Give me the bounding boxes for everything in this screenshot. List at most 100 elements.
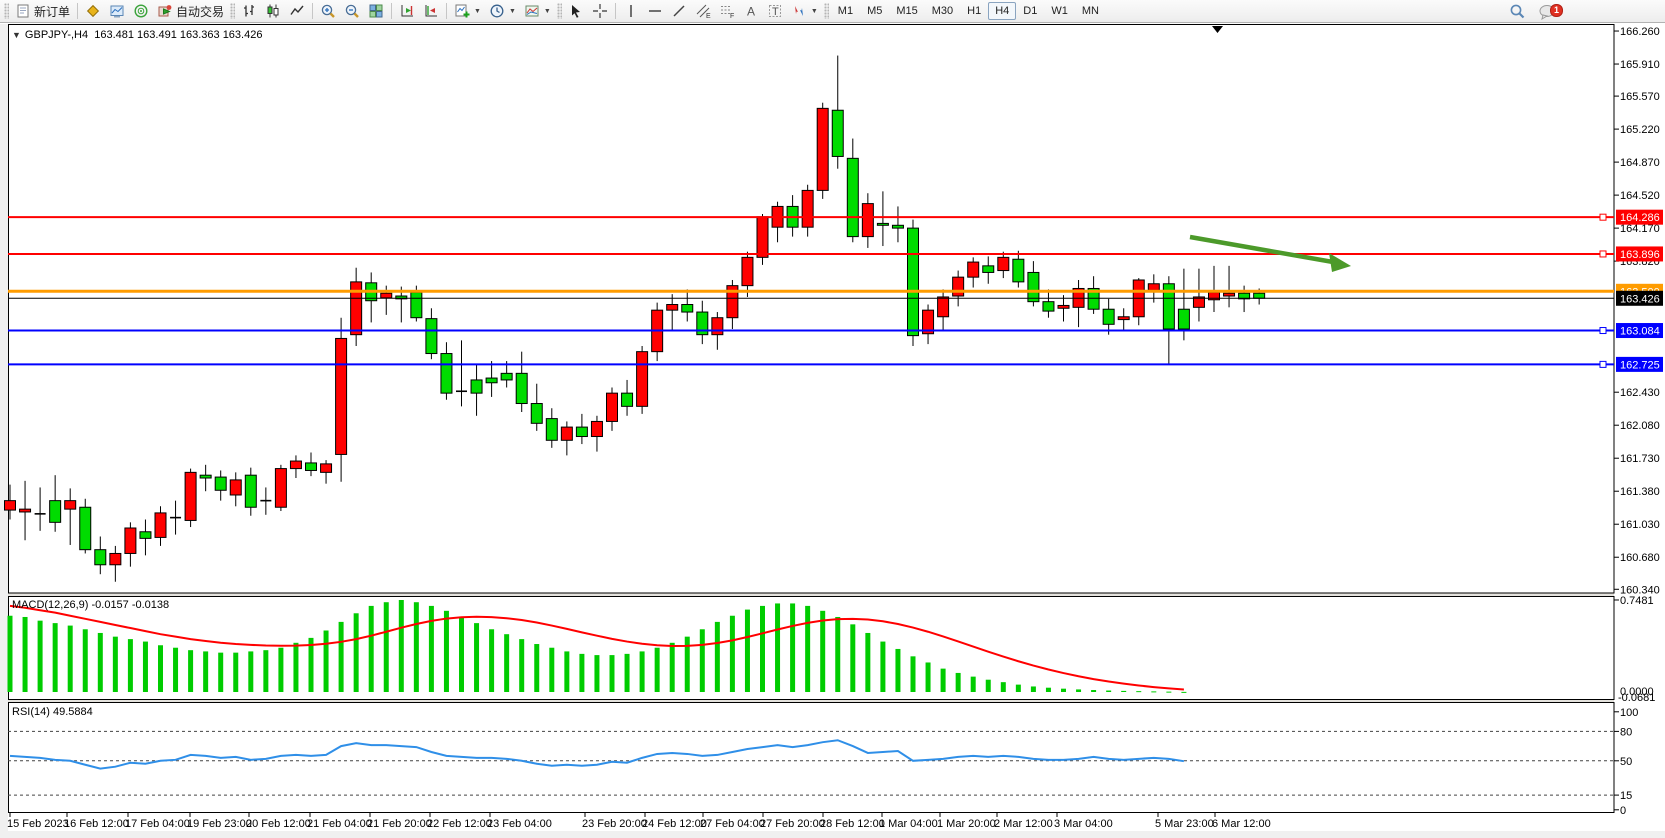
auto-trading-label: 自动交易 (176, 4, 225, 19)
horizontal-line-tool-button[interactable] (643, 1, 667, 21)
timeframe-h1[interactable]: H1 (967, 5, 982, 17)
line-chart-button[interactable] (285, 1, 309, 21)
candle-body (1253, 292, 1266, 299)
candle-body (19, 508, 32, 513)
macd-histogram-bar (443, 610, 449, 692)
crosshair-icon (592, 3, 608, 19)
macd-histogram-bar (263, 650, 269, 692)
toolbar-grip (4, 3, 9, 19)
tile-windows-button[interactable] (364, 1, 388, 21)
bar-chart-button[interactable] (237, 1, 261, 21)
date-tick-label: 21 Feb 20:00 (367, 818, 432, 830)
equidistant-channel-tool-button[interactable]: E (691, 1, 715, 21)
vertical-line-icon (623, 3, 639, 19)
new-chart-button[interactable] (81, 1, 105, 21)
macd-histogram-bar (22, 616, 28, 692)
candle-body (214, 476, 227, 491)
timeframe-mn[interactable]: MN (1081, 5, 1099, 17)
candle-body (606, 392, 618, 422)
candle-body (816, 107, 829, 191)
date-tick-label: 17 Feb 04:00 (125, 818, 190, 830)
scroll-to-end-marker (1212, 26, 1223, 33)
trendline-tool-button[interactable] (667, 1, 691, 21)
symbol-dropdown-icon[interactable]: ▼ (12, 30, 21, 40)
date-tick-label: 23 Feb 20:00 (582, 818, 647, 830)
chart-autoscroll-button[interactable] (419, 1, 443, 21)
vertical-line-tool-button[interactable] (619, 1, 643, 21)
zoom-in-button[interactable] (316, 1, 340, 21)
candle-body (515, 372, 528, 405)
timeframe-m1[interactable]: M1 (837, 5, 854, 17)
toolbar-grip (230, 3, 236, 19)
candle-body (244, 474, 257, 508)
new-chart-icon (85, 3, 101, 19)
price-tick-label: 161.030 (1620, 519, 1660, 531)
cursor-tool-button[interactable] (564, 1, 588, 21)
macd-histogram-bar (308, 637, 314, 692)
profiles-button[interactable] (105, 1, 129, 21)
candle-body (289, 460, 302, 470)
new-order-button[interactable]: 新订单 (11, 1, 74, 21)
macd-histogram-bar (203, 651, 209, 692)
timeframe-m15[interactable]: M15 (896, 5, 918, 17)
arrows-tool-button[interactable]: ▼ (787, 1, 822, 21)
line-anchor-handle (1599, 213, 1607, 221)
date-tick-label: 1 Mar 04:00 (879, 818, 938, 830)
price-tick-label: 162.430 (1620, 387, 1660, 399)
candle-body (891, 224, 904, 229)
cursor-icon (568, 3, 584, 19)
macd-histogram-bar (353, 613, 359, 692)
templates-button[interactable]: ▼ (520, 1, 555, 21)
timeframe-m30[interactable]: M30 (931, 5, 954, 17)
timeframe-w1[interactable]: W1 (1051, 5, 1068, 17)
macd-histogram-bar (459, 616, 464, 692)
macd-histogram-bar (609, 655, 615, 692)
status-strip (0, 831, 1665, 838)
market-watch-button[interactable] (129, 1, 153, 21)
candle-body (666, 304, 679, 311)
candlestick-chart-button[interactable] (261, 1, 285, 21)
auto-trading-button[interactable]: 自动交易 (153, 1, 228, 21)
indicators-button[interactable]: ▼ (450, 1, 485, 21)
timeframe-d1[interactable]: D1 (1023, 5, 1038, 17)
periods-button[interactable]: ▼ (485, 1, 520, 21)
arrows-icon (791, 3, 807, 19)
candle-body (530, 403, 543, 424)
notifications-button[interactable]: 1 (1534, 2, 1563, 22)
fibonacci-tool-button[interactable]: F (715, 1, 739, 21)
candle-body (831, 109, 844, 157)
candle-body (139, 531, 152, 539)
date-tick-label: 16 Feb 12:00 (64, 818, 129, 830)
macd-histogram-bar (850, 624, 856, 692)
candle-body (937, 296, 950, 318)
text-label-tool-button[interactable]: T (763, 1, 787, 21)
timeframe-m5[interactable]: M5 (867, 5, 883, 17)
date-tick-label: 1 Mar 20:00 (937, 818, 996, 830)
macd-histogram-bar (880, 641, 886, 692)
timeframe-h4[interactable]: H4 (988, 2, 1017, 20)
candle-body (726, 285, 739, 319)
crosshair-tool-button[interactable] (588, 1, 612, 21)
macd-histogram-bar (714, 621, 720, 692)
candle-body (997, 256, 1010, 272)
candle-body (305, 462, 317, 471)
date-tick-label: 2 Mar 12:00 (994, 818, 1053, 830)
text-tool-button[interactable]: A (739, 1, 763, 21)
candle-body (470, 379, 483, 394)
search-button[interactable] (1505, 2, 1530, 22)
macd-indicator-label: MACD(12,26,9) -0.0157 -0.0138 (12, 599, 169, 611)
chart-shift-button[interactable] (395, 1, 419, 21)
macd-histogram-bar (37, 620, 43, 692)
zoom-out-button[interactable] (340, 1, 364, 21)
price-line-label-box (1616, 356, 1663, 372)
candle-body (1192, 296, 1205, 308)
macd-histogram-bar (218, 652, 224, 692)
macd-histogram-bar (428, 605, 434, 692)
macd-histogram-bar (489, 629, 495, 692)
macd-values: -0.0157 -0.0138 (91, 599, 170, 611)
line-chart-icon (289, 3, 305, 19)
rsi-panel-frame (8, 702, 1615, 813)
rsi-value: 49.5884 (52, 706, 93, 718)
line-anchor-handle (1599, 327, 1607, 335)
